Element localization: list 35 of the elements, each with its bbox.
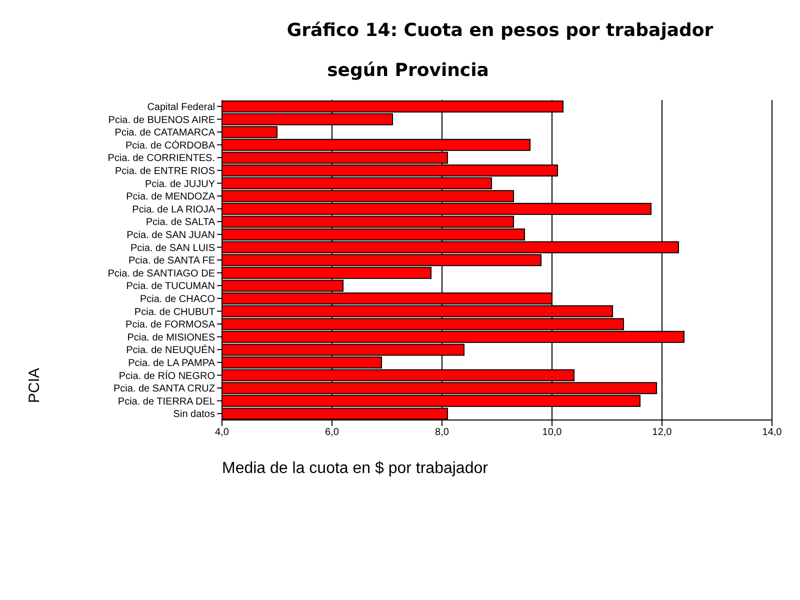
chart-title: Gráfico 14: Cuota en pesos por trabajador — [286, 20, 714, 41]
y-tick-label: Pcia. de CÓRDOBA — [126, 139, 216, 152]
y-tick-label: Pcia. de CORRIENTES. — [108, 153, 215, 164]
x-axis-title: Media de la cuota en $ por trabajador — [222, 460, 488, 478]
x-tick-label: 14,0 — [762, 427, 782, 438]
y-tick-label: Pcia. de NEUQUÉN — [126, 344, 215, 356]
x-tick-label: 4,0 — [215, 427, 230, 438]
y-tick-label: Pcia. de SALTA — [146, 217, 216, 228]
y-tick-label: Pcia. de LA PAMPA — [128, 358, 216, 369]
y-tick-label: Pcia. de SANTIAGO DE — [108, 268, 216, 280]
y-tick-label: Pcia. de JUJUY — [144, 178, 216, 190]
y-tick-label: Pcia. de MISIONES — [127, 332, 216, 344]
chart-subtitle: según Provincia — [326, 60, 490, 81]
y-tick-label: Pcia. de TUCUMAN — [126, 281, 215, 292]
y-tick-label: Pcia. de SAN LUIS — [130, 242, 216, 254]
y-tick-label: Pcia. de CATAMARCA — [114, 128, 216, 139]
y-tick-label: Pcia. de CHUBUT — [134, 306, 215, 318]
y-tick-label: Pcia. de SANTA CRUZ — [113, 384, 215, 395]
y-tick-label: Pcia. de ENTRE RIOS — [114, 166, 216, 177]
y-axis-title: PCIA — [26, 368, 43, 403]
x-tick-label: 6,0 — [325, 427, 340, 438]
y-tick-label: Sin datos — [173, 409, 215, 420]
x-tick-label: 10,0 — [542, 427, 562, 438]
y-tick-label: Pcia. de RÍO NEGRO — [118, 370, 216, 382]
y-tick-label: Pcia. de FORMOSA — [126, 320, 216, 331]
y-tick-label: Pcia. de LA RIOJA — [132, 204, 216, 216]
y-tick-label: Pcia. de SANTA FE — [128, 256, 216, 267]
y-tick-label: Pcia. de TIERRA DEL — [118, 396, 216, 408]
y-tick-label: Pcia. de MENDOZA — [126, 192, 216, 203]
y-tick-label: Pcia. de CHACO — [140, 294, 216, 305]
x-tick-label: 12,0 — [652, 427, 672, 438]
y-tick-label: Capital Federal — [147, 102, 215, 113]
y-tick-label: Pcia. de SAN JUAN — [126, 230, 215, 241]
y-tick-label: Pcia. de BUENOS AIRE — [108, 114, 216, 126]
x-tick-label: 8,0 — [435, 427, 450, 438]
